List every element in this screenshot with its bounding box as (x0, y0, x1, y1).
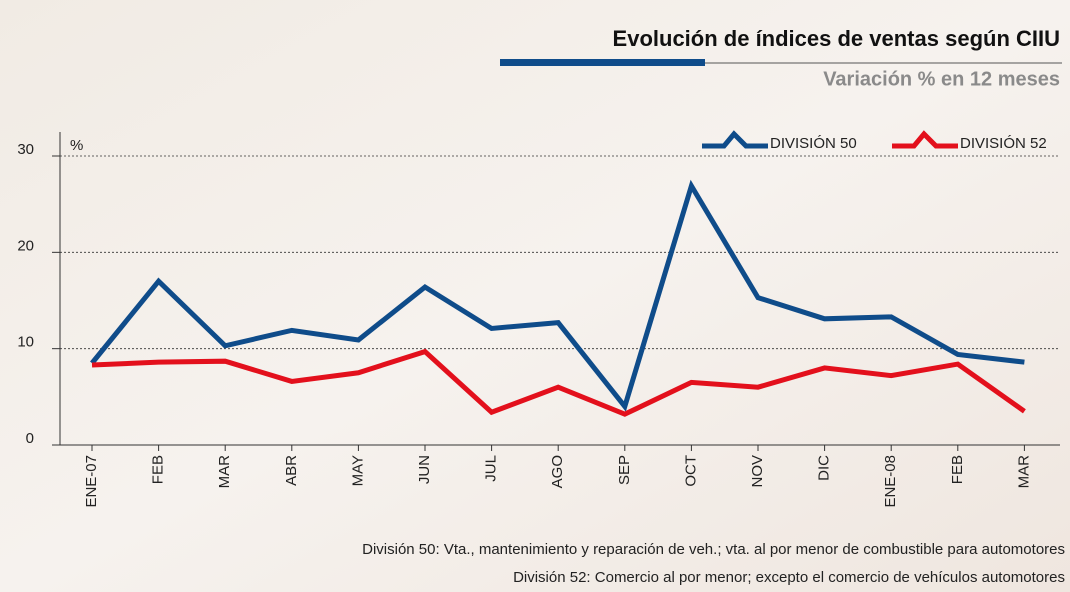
x-tick-label: MAR (216, 455, 233, 489)
chart-subtitle: Variación % en 12 meses (823, 68, 1060, 90)
note: División 52: Comercio al por menor; exce… (513, 569, 1065, 586)
x-tick-label: JUN (416, 455, 433, 484)
legend-label: DIVISIÓN 50 (770, 135, 857, 152)
chart: Evolución de índices de ventas según CII… (0, 0, 1070, 592)
x-tick-label: MAR (1015, 455, 1032, 489)
y-tick-label: 10 (17, 334, 34, 351)
chart-title: Evolución de índices de ventas según CII… (613, 26, 1060, 51)
x-tick-label: FEB (949, 455, 966, 484)
note: División 50: Vta., mantenimiento y repar… (362, 541, 1065, 558)
x-tick-label: SEP (616, 455, 633, 485)
x-tick-label: NOV (749, 455, 766, 488)
legend-label: DIVISIÓN 52 (960, 135, 1047, 152)
x-tick-label: AGO (549, 455, 566, 488)
x-tick-label: ENE-07 (83, 455, 100, 508)
x-tick-label: MAY (349, 455, 366, 486)
title-bar (500, 59, 705, 66)
x-tick-label: DIC (816, 455, 833, 481)
x-tick-label: ABR (283, 455, 300, 486)
y-tick-label: 0 (26, 430, 34, 447)
x-tick-label: ENE-08 (882, 455, 899, 508)
y-tick-label: 20 (17, 237, 34, 254)
x-tick-label: OCT (682, 455, 699, 487)
y-tick-label: 30 (17, 141, 34, 158)
x-tick-label: JUL (483, 455, 500, 482)
x-tick-label: FEB (150, 455, 167, 484)
y-axis-label: % (70, 137, 83, 154)
